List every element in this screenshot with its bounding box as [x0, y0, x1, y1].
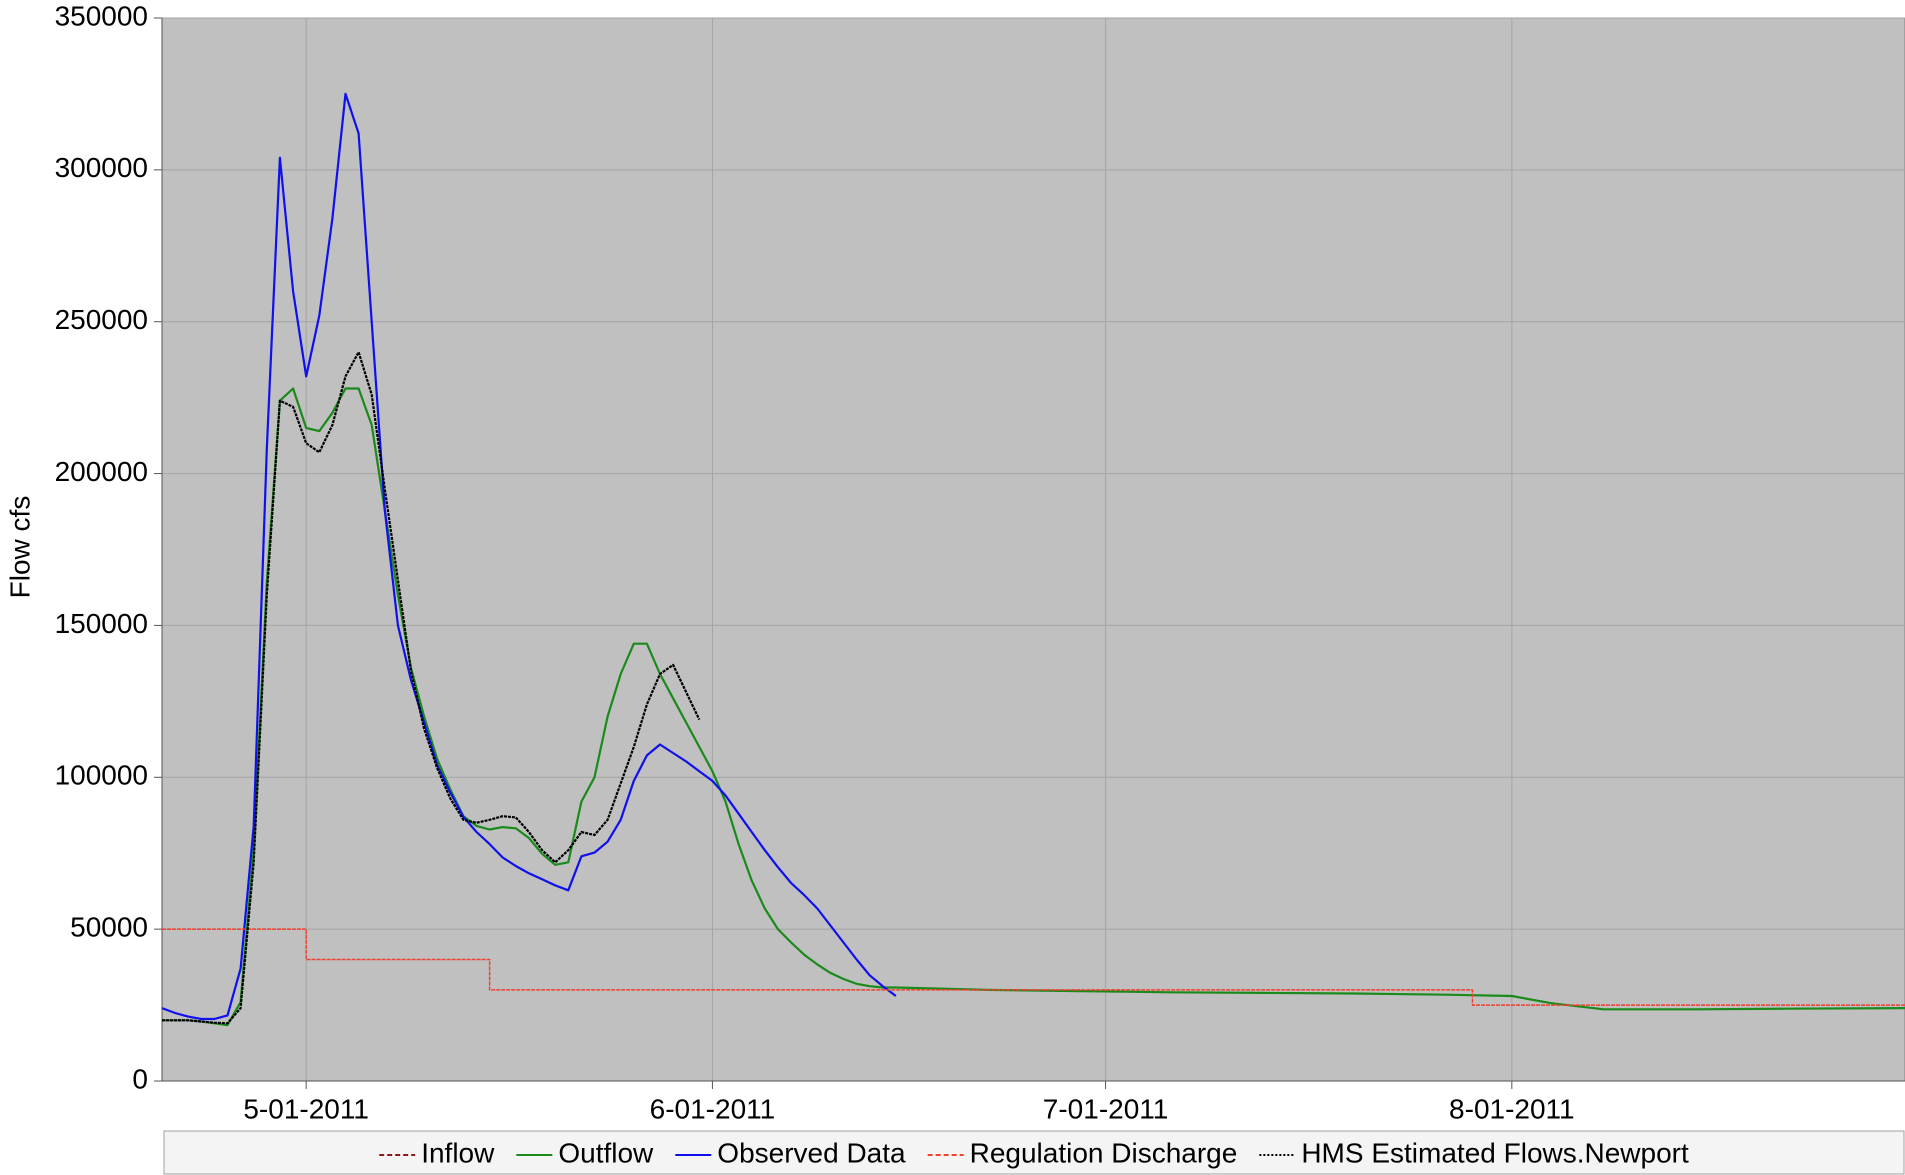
y-axis-title: Flow cfs: [4, 496, 35, 599]
x-tick-label: 5-01-2011: [243, 1093, 369, 1124]
plot-area: [161, 17, 1905, 1082]
y-tick-label: 50000: [70, 912, 148, 943]
y-tick-label: 100000: [55, 760, 148, 791]
legend-box: [163, 1130, 1905, 1175]
legend-label: Inflow: [421, 1137, 495, 1168]
y-tick-label: 0: [132, 1063, 148, 1094]
y-tick-label: 200000: [55, 456, 148, 487]
series-line: [162, 351, 701, 1025]
x-tick-label: 6-01-2011: [650, 1093, 776, 1124]
y-tick-label: 350000: [55, 0, 148, 31]
legend-label: Outflow: [558, 1137, 654, 1168]
y-tick-label: 250000: [55, 304, 148, 335]
legend-label: Observed Data: [717, 1137, 906, 1168]
legend: Inflow Outflow Observed Data Regulation Dis…: [379, 1137, 1689, 1168]
x-tick-label: 7-01-2011: [1043, 1093, 1169, 1124]
y-tick-label: 300000: [55, 152, 148, 183]
legend-label: Regulation Discharge: [970, 1137, 1238, 1168]
series-line: [162, 928, 1905, 1006]
x-tick-label: 8-01-2011: [1449, 1093, 1575, 1124]
series-line: [162, 387, 1905, 1027]
series-line: [161, 92, 897, 1021]
legend-label: HMS Estimated Flows.Newport: [1301, 1137, 1689, 1168]
y-tick-label: 150000: [55, 608, 148, 639]
